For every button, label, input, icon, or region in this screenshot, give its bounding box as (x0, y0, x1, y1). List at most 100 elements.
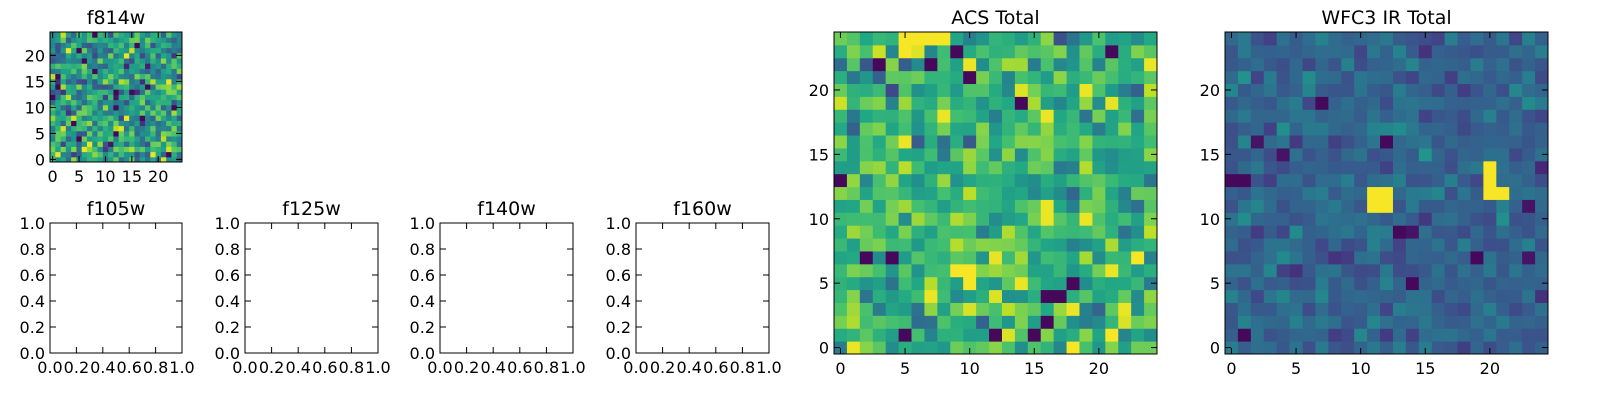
heatmap-cell (1470, 147, 1484, 162)
heatmap-cell (989, 147, 1003, 162)
y-tick-label: 5 (819, 274, 829, 293)
heatmap-cell (171, 42, 178, 49)
heatmap-cell (155, 68, 162, 75)
heatmap-cell (1509, 263, 1523, 278)
heatmap-cell (1040, 276, 1055, 291)
heatmap-cell (1535, 225, 1549, 239)
heatmap-cell (834, 238, 848, 252)
heatmap-cell (1522, 238, 1536, 252)
heatmap-cell (1144, 341, 1158, 355)
heatmap-cell (1315, 44, 1329, 59)
heatmap-cell (1118, 70, 1132, 85)
heatmap-cell (989, 173, 1003, 188)
heatmap-cell (1418, 250, 1433, 265)
heatmap-cell (171, 141, 178, 147)
heatmap-cell (885, 109, 900, 123)
heatmap-cell (139, 104, 146, 111)
heatmap-cell (1053, 109, 1068, 123)
heatmap-cell (1066, 302, 1080, 316)
heatmap-cell (1014, 186, 1029, 200)
heatmap-cell (1315, 225, 1329, 239)
heatmap-cell (937, 250, 951, 265)
heatmap-cell (1289, 173, 1304, 188)
heatmap-cell (113, 37, 120, 43)
heatmap-cell (1001, 302, 1016, 316)
heatmap-cell (1328, 109, 1342, 123)
x-tick-label: 0.8 (534, 358, 559, 377)
heatmap-cell (859, 122, 874, 136)
heatmap-cell (1509, 122, 1523, 136)
heatmap-cell (1225, 238, 1239, 252)
heatmap-cell (885, 70, 900, 85)
heatmap-cell (1367, 109, 1381, 123)
heatmap-cell (1289, 315, 1304, 329)
y-tick-label: 0.4 (215, 292, 240, 311)
heatmap-cell (1328, 135, 1342, 149)
heatmap-cell (171, 99, 178, 106)
x-tick-label: 0.2 (259, 358, 284, 377)
y-tick-label: 20 (1200, 81, 1220, 100)
heatmap-cell (1001, 160, 1016, 175)
heatmap-cell (145, 58, 151, 64)
heatmap-cell (97, 125, 104, 132)
heatmap-cell (924, 173, 938, 188)
heatmap-cell (155, 58, 162, 64)
heatmap-cell (963, 83, 977, 97)
heatmap-cell (1431, 199, 1446, 213)
heatmap-cell (963, 160, 977, 175)
heatmap-cell (71, 73, 77, 80)
heatmap-cell (55, 120, 62, 127)
heatmap-cell (834, 147, 848, 162)
heatmap-cell (1315, 135, 1329, 149)
heatmap-cell (123, 94, 130, 101)
heatmap-cell (166, 32, 172, 38)
heatmap-cell (166, 89, 172, 95)
heatmap-cell (1444, 238, 1459, 252)
heatmap-cell (1509, 212, 1523, 226)
heatmap-cell (937, 199, 951, 213)
heatmap-cell (1457, 109, 1471, 123)
heatmap-cell (1392, 263, 1407, 278)
heatmap-cell (1496, 147, 1510, 162)
heatmap-cell (81, 141, 88, 147)
heatmap-cell (963, 122, 977, 136)
y-tick-label: 10 (25, 98, 45, 117)
heatmap-cell (1250, 160, 1265, 175)
heatmap-cell (1237, 122, 1252, 136)
heatmap-cell (1225, 32, 1239, 46)
heatmap-cell (1392, 44, 1407, 59)
heatmap-cell (885, 147, 900, 162)
heatmap-cell (1341, 122, 1355, 136)
y-tick-label: 10 (1200, 210, 1220, 229)
heatmap-cell (1392, 160, 1407, 175)
heatmap-cell (1105, 199, 1119, 213)
heatmap-cell (859, 276, 874, 291)
heatmap-cell (1289, 122, 1304, 136)
heatmap-cell (1405, 186, 1420, 200)
heatmap-cell (1535, 276, 1549, 291)
heatmap-cell (145, 120, 151, 127)
heatmap-cell (1118, 147, 1132, 162)
heatmap-cell (1263, 160, 1278, 175)
heatmap-cell (898, 32, 913, 46)
heatmap-cell (937, 44, 951, 59)
heatmap-cell (872, 328, 887, 342)
heatmap-cell (1444, 289, 1459, 303)
heatmap-cell (963, 57, 977, 72)
heatmap-cell (1276, 160, 1291, 175)
heatmap-cell (963, 276, 977, 291)
heatmap-cell (1328, 276, 1342, 291)
heatmap-cell (1522, 96, 1536, 110)
heatmap-cell (176, 94, 183, 101)
heatmap-cell (1522, 83, 1536, 97)
heatmap-cell (937, 147, 951, 162)
heatmap-cell (885, 199, 900, 213)
heatmap-cell (872, 122, 887, 136)
heatmap-cell (81, 104, 88, 111)
heatmap-cell (1001, 44, 1016, 59)
heatmap-cell (1405, 250, 1420, 265)
heatmap-cell (963, 109, 977, 123)
heatmap-cell (1535, 186, 1549, 200)
heatmap-cell (1496, 225, 1510, 239)
heatmap-cell (1276, 238, 1291, 252)
